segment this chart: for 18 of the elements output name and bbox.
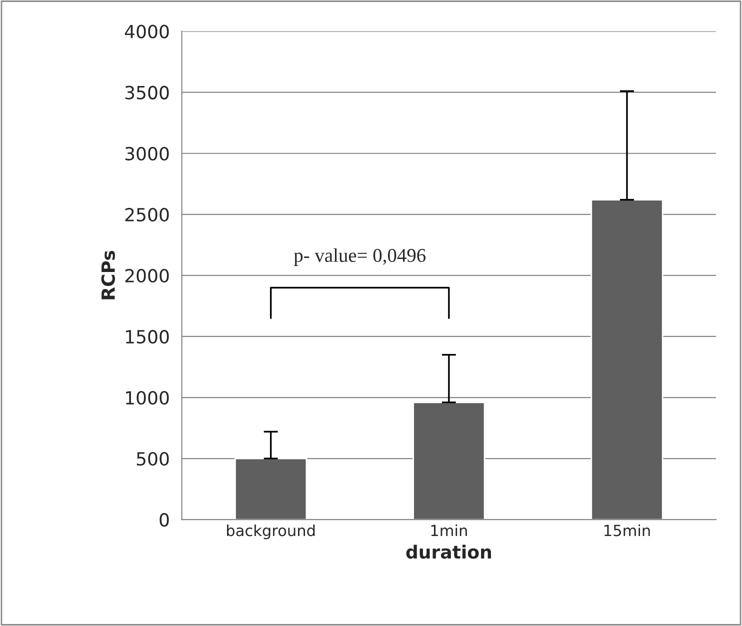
y-tick-label: 1000 [126, 390, 169, 405]
annotation: p- value= 0,0496 [294, 248, 426, 266]
x-tick-label: 1min [431, 524, 467, 536]
y-tick-label: 1500 [126, 330, 169, 344]
y-tick-label: 3000 [125, 146, 169, 160]
bar [590, 199, 664, 520]
y-tick-label: 2000 [125, 268, 169, 283]
x-tick-label: background [227, 524, 315, 540]
y-tick-label: 2500 [125, 208, 169, 222]
bar [412, 402, 486, 520]
y-axis-title: RCPs [101, 250, 115, 300]
x-axis-title: duration [406, 544, 491, 559]
bar [234, 458, 308, 520]
y-tick-label: 500 [136, 452, 169, 466]
y-tick-label: 3500 [125, 86, 169, 100]
y-tick-label: 0 [160, 513, 169, 527]
y-tick-label: 4000 [124, 24, 169, 38]
x-tick-label: 15min [604, 524, 650, 536]
